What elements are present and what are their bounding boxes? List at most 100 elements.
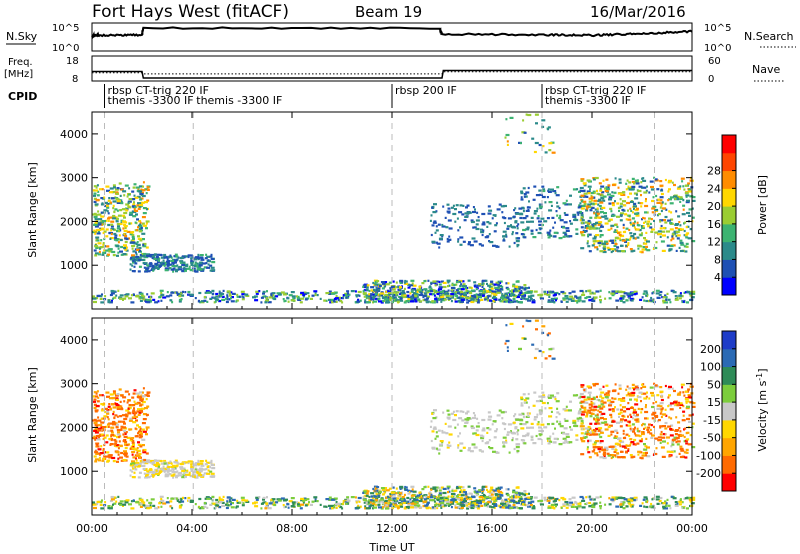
velocity-echo bbox=[113, 444, 116, 447]
power-echo bbox=[619, 205, 623, 208]
power-echo bbox=[675, 230, 680, 234]
power-echo bbox=[542, 188, 546, 191]
power-echo bbox=[163, 256, 167, 259]
power-echo bbox=[116, 223, 121, 226]
power-echo bbox=[345, 296, 348, 299]
velocity-echo bbox=[405, 506, 410, 509]
velocity-echo bbox=[584, 432, 587, 435]
velocity-echo bbox=[333, 497, 338, 500]
power-echo bbox=[129, 258, 134, 261]
velocity-echo bbox=[92, 395, 95, 398]
power-echo bbox=[582, 200, 587, 203]
power-echo bbox=[459, 295, 464, 298]
velocity-echo bbox=[210, 472, 215, 475]
power-echo bbox=[160, 261, 163, 264]
power-echo bbox=[571, 290, 576, 293]
power-echo bbox=[596, 248, 599, 251]
velocity-echo bbox=[381, 502, 384, 505]
power-echo bbox=[465, 206, 468, 209]
velocity-echo bbox=[568, 409, 572, 412]
power-echo bbox=[146, 264, 150, 267]
velocity-echo bbox=[142, 418, 147, 421]
power-echo bbox=[466, 204, 470, 207]
velocity-echo bbox=[260, 507, 263, 510]
velocity-echo bbox=[378, 490, 382, 494]
velocity-echo bbox=[520, 398, 524, 401]
power-echo bbox=[183, 266, 186, 269]
velocity-echo bbox=[502, 441, 507, 444]
velocity-echo bbox=[139, 459, 142, 463]
power-echo bbox=[200, 300, 205, 303]
power-echo bbox=[365, 286, 369, 289]
power-echo bbox=[642, 225, 645, 228]
velocity-echo bbox=[454, 504, 457, 507]
power-echo bbox=[446, 203, 450, 206]
power-echo bbox=[403, 294, 407, 297]
power-echo bbox=[133, 183, 137, 186]
power-echo bbox=[599, 234, 604, 237]
velocity-echo bbox=[591, 503, 595, 506]
power-echo bbox=[166, 256, 170, 259]
velocity-echo bbox=[492, 496, 497, 499]
velocity-echo bbox=[503, 502, 508, 505]
velocity-echo bbox=[146, 499, 149, 502]
power-echo bbox=[630, 293, 634, 296]
power-echo bbox=[101, 188, 104, 191]
power-echo bbox=[551, 300, 556, 303]
velocity-echo bbox=[457, 435, 460, 438]
power-echo bbox=[119, 297, 123, 300]
velocity-echo bbox=[356, 506, 361, 509]
velocity-echo bbox=[206, 461, 211, 464]
velocity-echo bbox=[273, 501, 276, 504]
power-echo bbox=[588, 299, 593, 302]
power-echo bbox=[191, 267, 196, 270]
velocity-echo bbox=[107, 507, 111, 510]
velocity-echo bbox=[96, 400, 100, 403]
velocity-echo bbox=[282, 504, 285, 507]
velocity-echo bbox=[503, 506, 507, 509]
velocity-echo bbox=[544, 407, 547, 410]
freq-label: Freq. bbox=[8, 57, 33, 68]
velocity-echo bbox=[549, 440, 553, 443]
power-echo bbox=[212, 292, 215, 295]
velocity-echo bbox=[628, 502, 631, 505]
velocity-echo bbox=[501, 499, 504, 502]
power-echo bbox=[178, 300, 182, 303]
power-echo bbox=[505, 233, 508, 236]
power-echo bbox=[599, 189, 603, 192]
velocity-echo bbox=[184, 461, 188, 464]
power-echo bbox=[221, 295, 225, 298]
power-echo bbox=[478, 243, 482, 246]
power-echo bbox=[656, 188, 660, 191]
velocity-echo bbox=[527, 412, 530, 415]
velocity-echo bbox=[497, 496, 502, 499]
power-echo bbox=[459, 236, 464, 239]
power-echo bbox=[616, 215, 620, 218]
power-echo bbox=[631, 211, 634, 214]
power-echo bbox=[680, 177, 685, 180]
velocity-echo bbox=[410, 494, 415, 497]
power-echo bbox=[384, 296, 388, 299]
power-echo bbox=[128, 222, 131, 225]
velocity-echo bbox=[381, 488, 386, 491]
power-echo bbox=[595, 221, 598, 224]
power-echo bbox=[651, 207, 656, 210]
velocity-echo bbox=[220, 498, 225, 502]
velocity-echo bbox=[466, 504, 469, 507]
power-colorbar-label: Power [dB] bbox=[756, 175, 769, 235]
velocity-echo bbox=[150, 459, 155, 463]
power-echo bbox=[664, 221, 668, 224]
velocity-echo bbox=[565, 405, 568, 408]
velocity-echo bbox=[467, 449, 471, 452]
velocity-echo bbox=[493, 499, 498, 502]
velocity-echo bbox=[431, 412, 434, 415]
power-echo bbox=[241, 293, 246, 296]
power-echo bbox=[601, 194, 604, 197]
power-echo bbox=[100, 239, 103, 242]
velocity-echo bbox=[539, 413, 543, 416]
velocity-echo bbox=[520, 439, 524, 442]
velocity-echo bbox=[103, 415, 108, 418]
power-echo bbox=[636, 223, 639, 227]
power-echo bbox=[544, 201, 547, 204]
power-echo bbox=[485, 298, 489, 301]
